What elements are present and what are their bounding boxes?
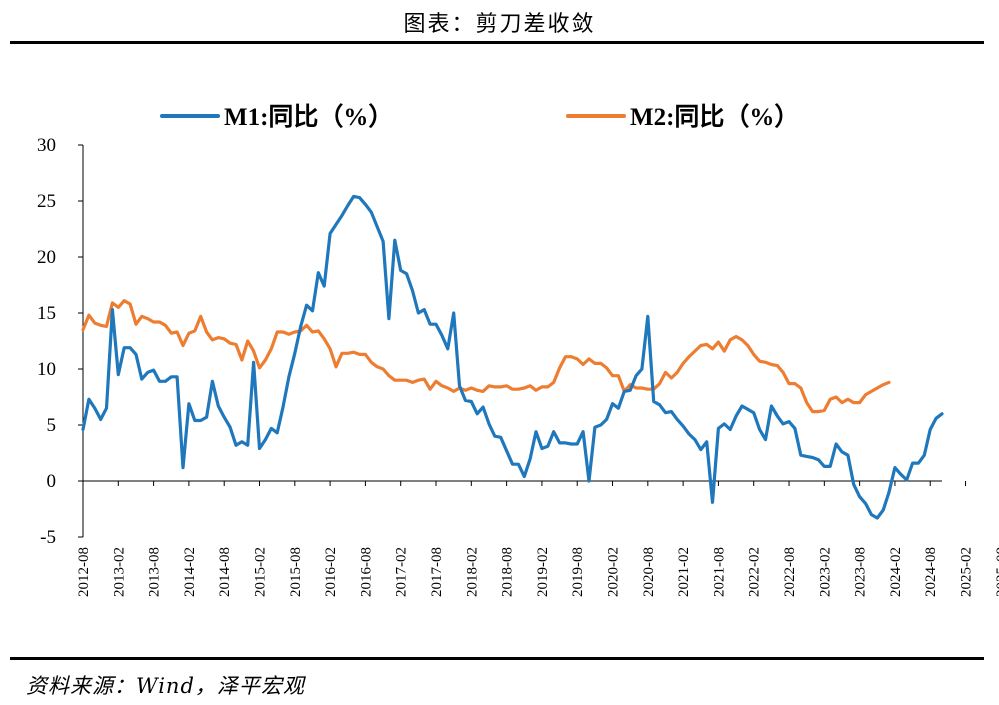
x-tick-label: 2025-08 bbox=[994, 547, 999, 597]
x-tick-label: 2023-08 bbox=[853, 547, 869, 597]
x-tick-label: 2022-08 bbox=[782, 547, 798, 597]
y-tick-label: 0 bbox=[47, 471, 57, 492]
y-tick-label: 30 bbox=[37, 135, 56, 156]
y-tick-label: 5 bbox=[47, 415, 57, 436]
x-tick-label: 2017-02 bbox=[394, 547, 410, 597]
x-tick-label: 2022-02 bbox=[747, 547, 763, 597]
x-tick-label: 2019-08 bbox=[570, 547, 586, 597]
x-tick-label: 2020-02 bbox=[606, 547, 622, 597]
x-tick-label: 2014-02 bbox=[182, 547, 198, 597]
y-tick-label: 20 bbox=[37, 247, 56, 268]
y-tick-label: 25 bbox=[37, 191, 56, 212]
series-group bbox=[81, 194, 944, 520]
x-tick-label: 2024-08 bbox=[923, 547, 939, 597]
legend-label-m1: M1:同比（%） bbox=[224, 102, 393, 131]
x-tick-label: 2014-08 bbox=[217, 547, 233, 597]
x-tick-label: 2023-02 bbox=[817, 547, 833, 597]
x-tick-label: 2021-02 bbox=[676, 547, 692, 597]
x-tick-label: 2015-08 bbox=[288, 547, 304, 597]
legend: M1:同比（%） M2:同比（%） bbox=[160, 102, 799, 131]
series-line-m1 bbox=[81, 194, 944, 520]
page-title: 图表：剪刀差收敛 bbox=[403, 12, 596, 37]
top-divider bbox=[10, 41, 984, 44]
x-tick-label: 2016-08 bbox=[358, 547, 374, 597]
x-tick-label: 2020-08 bbox=[641, 547, 657, 597]
x-tick-label: 2017-08 bbox=[429, 547, 445, 597]
legend-label-m2: M2:同比（%） bbox=[630, 102, 799, 131]
bottom-divider bbox=[10, 657, 984, 660]
y-tick-label: 15 bbox=[37, 303, 56, 324]
line-chart: M1:同比（%） M2:同比（%） -5 0 5 10 15 20 25 30 2012-08 2… bbox=[37, 102, 999, 597]
x-tick-label: 2018-08 bbox=[500, 547, 516, 597]
x-tick-label: 2019-02 bbox=[535, 547, 551, 597]
y-tick-label: -5 bbox=[40, 527, 56, 548]
x-tick-label: 2016-02 bbox=[323, 547, 339, 597]
x-tick-label: 2013-02 bbox=[111, 547, 127, 597]
series-line-m2 bbox=[81, 299, 891, 414]
x-tick-label: 2013-08 bbox=[147, 547, 163, 597]
source-note: 资料来源：Wind，泽平宏观 bbox=[26, 674, 305, 698]
x-tick-label: 2025-02 bbox=[959, 547, 975, 597]
x-tick-label: 2012-08 bbox=[76, 547, 92, 597]
x-tick-label: 2018-02 bbox=[464, 547, 480, 597]
x-tick-label: 2015-02 bbox=[253, 547, 269, 597]
axes: -5 0 5 10 15 20 25 30 2012-08 2013-02 2013-08 2014-… bbox=[37, 135, 999, 597]
y-tick-label: 10 bbox=[37, 359, 56, 380]
x-tick-label: 2024-02 bbox=[888, 547, 904, 597]
x-tick-label: 2021-08 bbox=[711, 547, 727, 597]
